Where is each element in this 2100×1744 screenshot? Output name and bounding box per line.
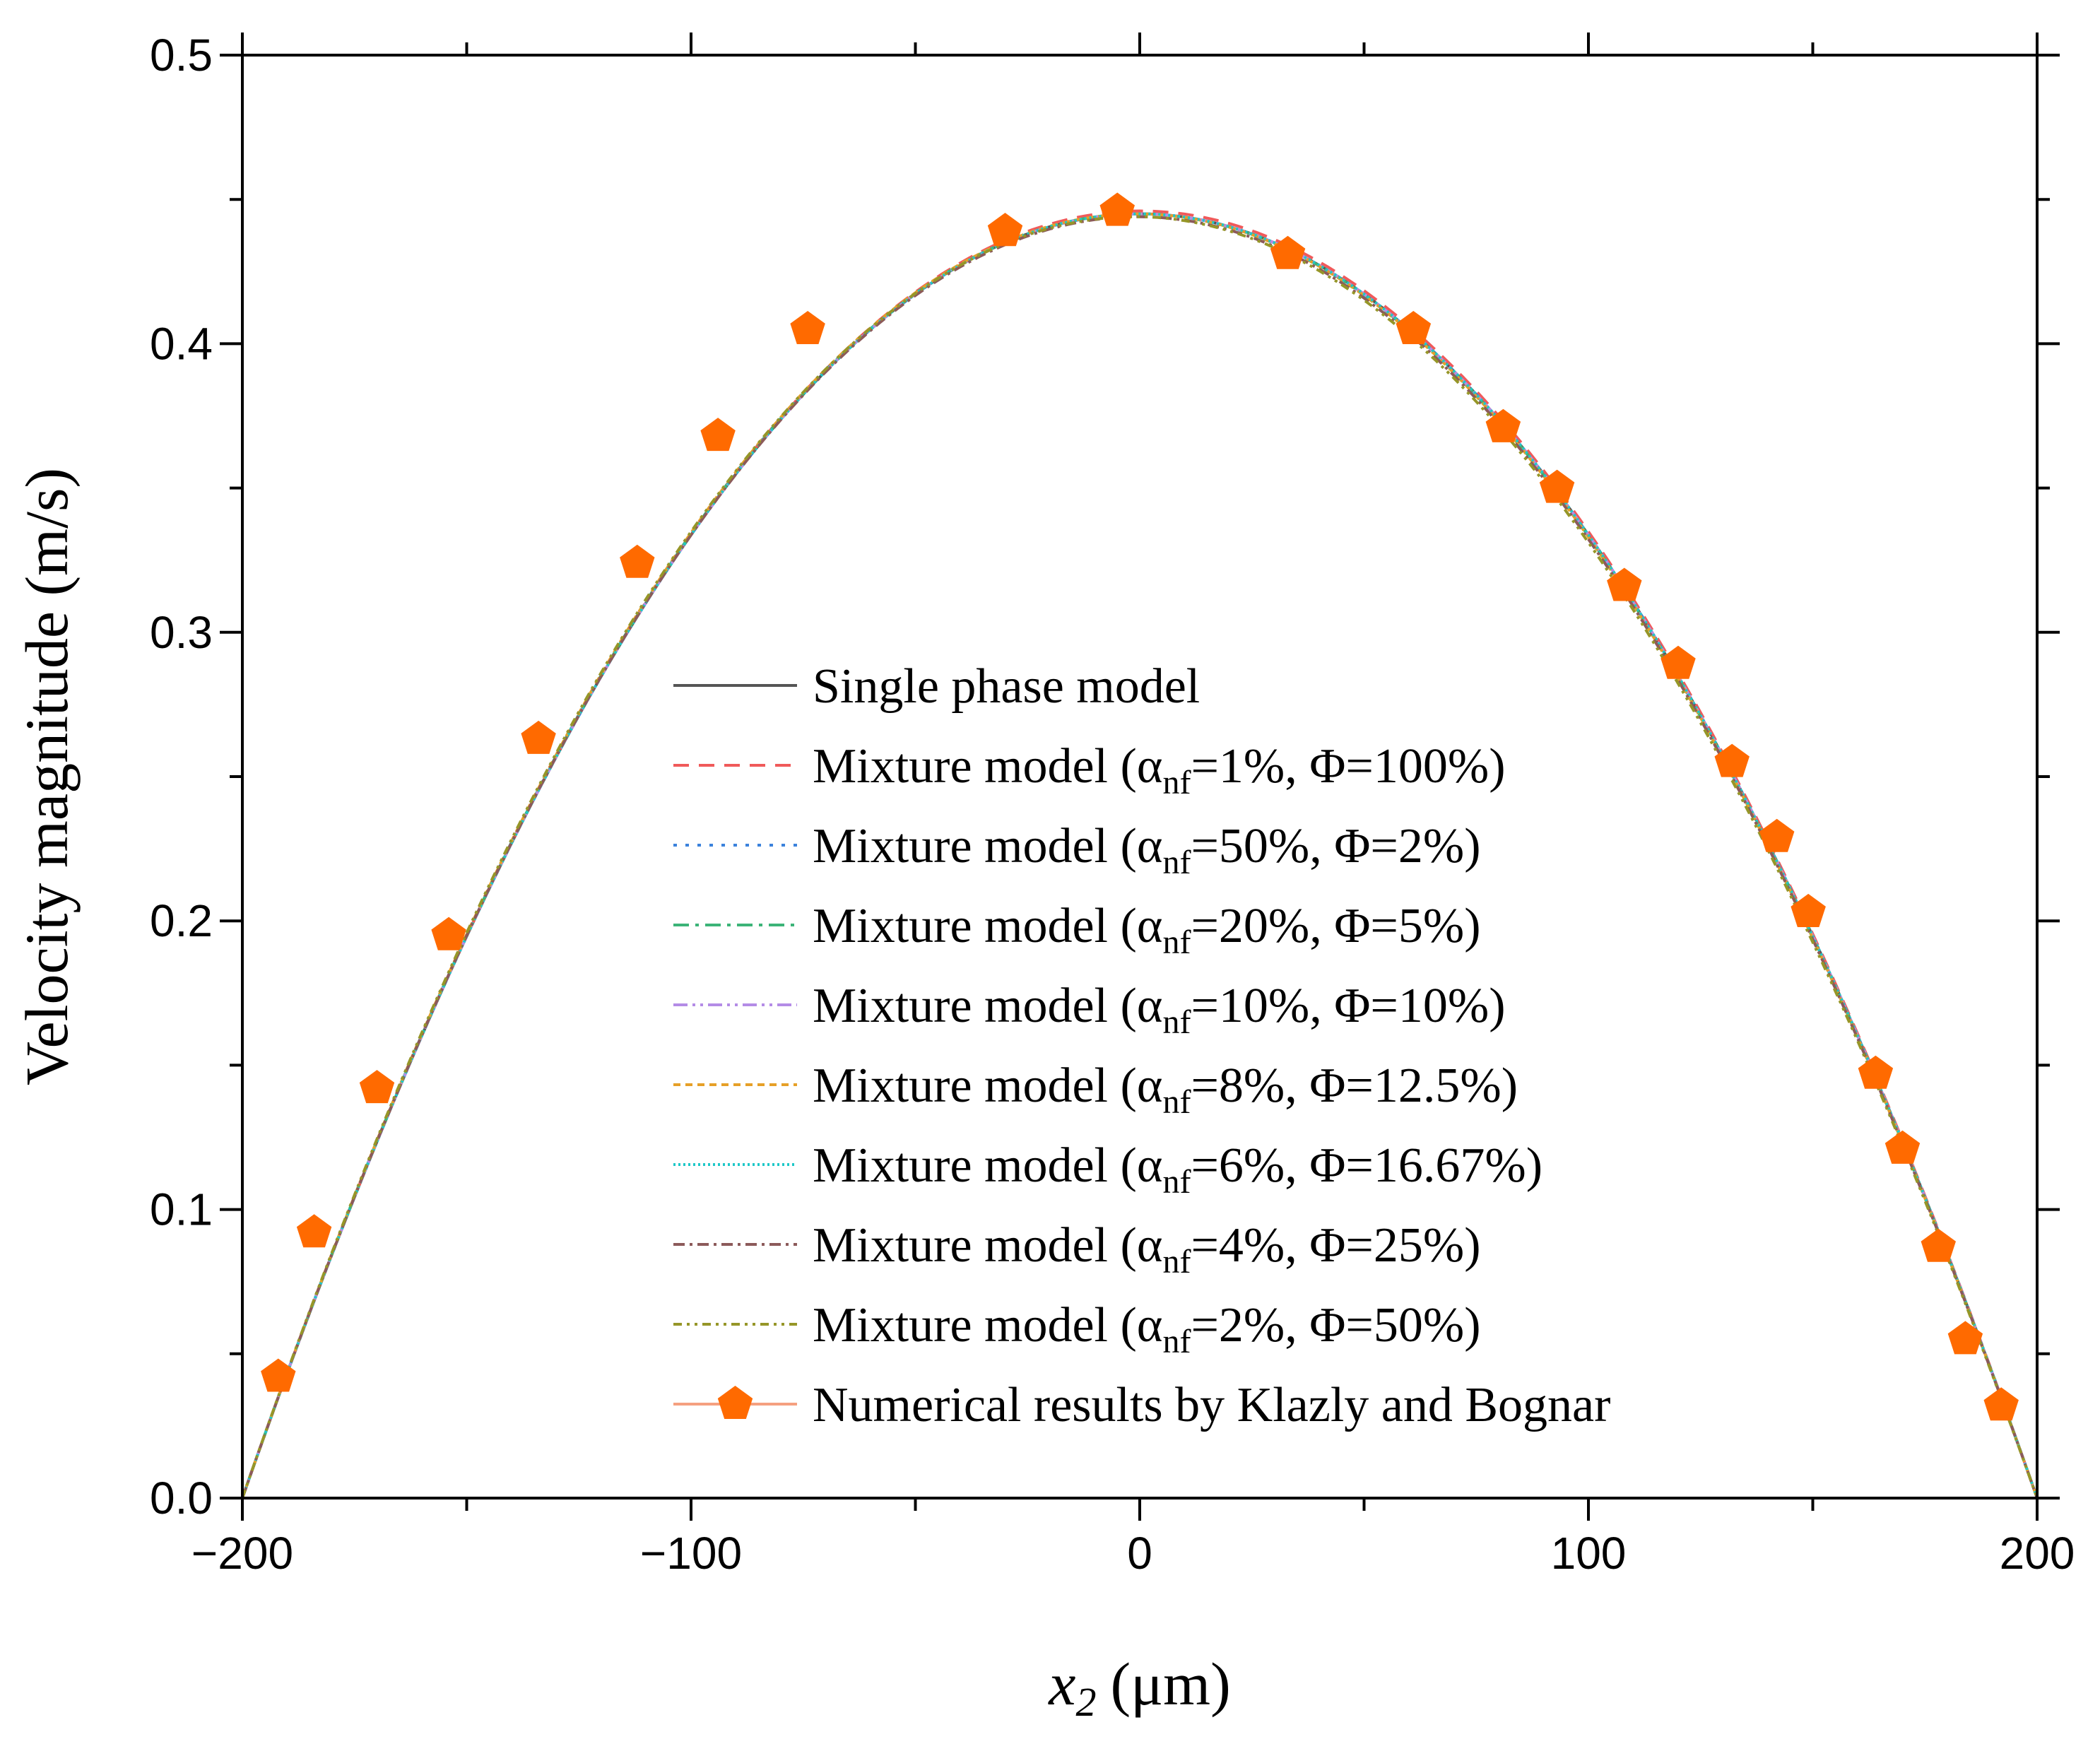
legend-marker <box>717 1386 753 1419</box>
data-marker <box>1884 1130 1921 1164</box>
y-tick-label: 0.2 <box>150 895 213 946</box>
data-marker <box>1759 818 1795 852</box>
data-marker <box>1921 1228 1956 1262</box>
data-marker <box>521 720 556 754</box>
data-marker <box>359 1070 395 1104</box>
legend-label-post: =2%, Φ=50%) <box>1191 1298 1480 1353</box>
series-line <box>241 215 2039 1499</box>
data-marker <box>1660 645 1696 679</box>
legend-label-sub: nf <box>1162 1083 1191 1121</box>
data-marker <box>261 1358 296 1392</box>
legend-item: Mixture model (αnf=10%, Φ=10%) <box>673 979 1506 1041</box>
y-tick-label: 0.3 <box>150 607 213 658</box>
legend-label-pre: Mixture model (α <box>813 819 1162 873</box>
legend-label-pre: Mixture model (α <box>813 979 1162 1033</box>
data-marker <box>700 418 736 452</box>
data-marker <box>1714 743 1750 777</box>
legend-label-sub: nf <box>1162 924 1191 961</box>
x-tick-label: 0 <box>1127 1528 1152 1579</box>
legend-label: Mixture model (αnf=10%, Φ=10%) <box>813 979 1506 1041</box>
legend-label-pre: Mixture model (α <box>813 1298 1162 1353</box>
legend-label-post: =1%, Φ=100%) <box>1191 739 1505 794</box>
legend-label-pre: Mixture model (α <box>813 739 1162 794</box>
y-tick-label: 0.0 <box>150 1473 213 1524</box>
data-marker <box>1396 311 1432 344</box>
legend-label-post: =20%, Φ=5%) <box>1191 899 1480 953</box>
marker-series <box>261 192 2019 1421</box>
legend-label: Mixture model (αnf=1%, Φ=100%) <box>813 739 1506 801</box>
data-marker <box>1270 235 1306 269</box>
legend-label-pre: Mixture model (α <box>813 1218 1162 1273</box>
legend-label-sub: nf <box>1162 1003 1191 1041</box>
legend-label: Mixture model (αnf=2%, Φ=50%) <box>813 1298 1481 1360</box>
legend-label-post: =6%, Φ=16.67%) <box>1191 1138 1542 1193</box>
legend-label-pre: Mixture model (α <box>813 1059 1162 1113</box>
data-marker <box>296 1214 332 1248</box>
legend-label-post: =50%, Φ=2%) <box>1191 819 1480 873</box>
legend-label-post: =10%, Φ=10%) <box>1191 979 1505 1033</box>
legend-item: Mixture model (αnf=6%, Φ=16.67%) <box>673 1138 1542 1201</box>
y-tick-label: 0.5 <box>150 30 213 81</box>
data-marker <box>1539 469 1575 503</box>
y-axis-ticks: 0.0 0.1 0.2 0.3 0.4 0.5 <box>150 30 2060 1524</box>
data-marker <box>431 917 466 950</box>
legend-item: Mixture model (αnf=50%, Φ=2%) <box>673 819 1481 881</box>
data-marker <box>1947 1321 1983 1355</box>
legend-label-pre: Mixture model (α <box>813 1138 1162 1193</box>
legend-item: Mixture model (αnf=8%, Φ=12.5%) <box>673 1059 1518 1121</box>
legend-label: Mixture model (αnf=8%, Φ=12.5%) <box>813 1059 1518 1121</box>
legend-label-sub: nf <box>1162 844 1191 881</box>
legend-label: Mixture model (αnf=6%, Φ=16.67%) <box>813 1138 1542 1201</box>
legend-label-sub: nf <box>1162 764 1191 801</box>
data-marker <box>1858 1055 1894 1089</box>
data-marker <box>1485 408 1521 442</box>
data-marker <box>987 213 1023 247</box>
data-marker <box>1791 893 1826 927</box>
data-marker <box>790 311 825 344</box>
legend-item: Single phase model <box>673 659 1200 714</box>
legend-label-post: =8%, Φ=12.5%) <box>1191 1059 1518 1113</box>
legend-item: Mixture model (αnf=4%, Φ=25%) <box>673 1218 1481 1280</box>
legend-label-post: =4%, Φ=25%) <box>1191 1218 1480 1273</box>
legend-item: Numerical results by Klazly and Bognar <box>673 1378 1610 1432</box>
legend-label: Numerical results by Klazly and Bognar <box>813 1378 1610 1432</box>
x-tick-label: −200 <box>191 1528 293 1579</box>
y-axis-title: Velocity magnitude (m/s) <box>13 468 81 1085</box>
x-tick-label: −100 <box>640 1528 742 1579</box>
x-tick-label: 200 <box>2000 1528 2075 1579</box>
y-tick-label: 0.4 <box>150 318 213 369</box>
data-marker <box>1983 1387 2019 1421</box>
legend-label: Mixture model (αnf=4%, Φ=25%) <box>813 1218 1481 1280</box>
legend-label: Mixture model (αnf=20%, Φ=5%) <box>813 899 1481 961</box>
legend-item: Mixture model (αnf=20%, Φ=5%) <box>673 899 1481 961</box>
x-axis-title: x2 (μm) <box>1047 1650 1230 1725</box>
legend-label: Mixture model (αnf=50%, Φ=2%) <box>813 819 1481 881</box>
data-marker <box>1099 192 1135 226</box>
x-axis-ticks: −200 −100 0 100 200 <box>191 33 2075 1579</box>
series-line <box>241 212 2039 1499</box>
series-curves <box>241 209 2039 1499</box>
x-tick-label: 100 <box>1551 1528 1627 1579</box>
legend-label: Single phase model <box>813 659 1200 714</box>
y-tick-label: 0.1 <box>150 1184 213 1235</box>
legend-label-pre: Mixture model (α <box>813 899 1162 953</box>
legend-label-sub: nf <box>1162 1323 1191 1360</box>
legend-item: Mixture model (αnf=1%, Φ=100%) <box>673 739 1506 801</box>
x-axis-sub: 2 <box>1075 1679 1096 1725</box>
legend-label-sub: nf <box>1162 1163 1191 1201</box>
x-axis-unit: (μm) <box>1110 1650 1230 1718</box>
data-marker <box>620 544 655 578</box>
data-marker <box>1607 567 1642 601</box>
legend-item: Mixture model (αnf=2%, Φ=50%) <box>673 1298 1481 1360</box>
x-axis-var: x <box>1047 1650 1075 1718</box>
legend-label-sub: nf <box>1162 1243 1191 1280</box>
